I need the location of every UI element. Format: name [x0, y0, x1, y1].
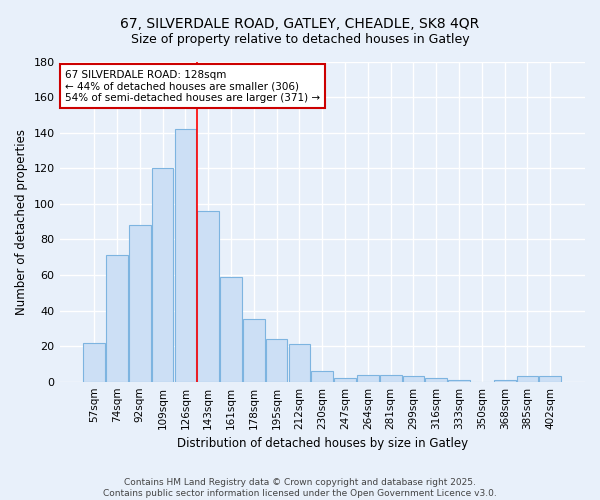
Bar — [266, 339, 287, 382]
Bar — [380, 374, 401, 382]
Bar — [220, 276, 242, 382]
Bar — [494, 380, 515, 382]
Bar — [129, 225, 151, 382]
Bar — [334, 378, 356, 382]
Text: Size of property relative to detached houses in Gatley: Size of property relative to detached ho… — [131, 32, 469, 46]
Bar — [197, 211, 219, 382]
Bar — [106, 256, 128, 382]
Bar — [357, 374, 379, 382]
Text: 67 SILVERDALE ROAD: 128sqm
← 44% of detached houses are smaller (306)
54% of sem: 67 SILVERDALE ROAD: 128sqm ← 44% of deta… — [65, 70, 320, 102]
Bar — [539, 376, 561, 382]
Bar — [448, 380, 470, 382]
Bar — [517, 376, 538, 382]
Bar — [152, 168, 173, 382]
Y-axis label: Number of detached properties: Number of detached properties — [15, 128, 28, 314]
Bar — [289, 344, 310, 382]
X-axis label: Distribution of detached houses by size in Gatley: Distribution of detached houses by size … — [177, 437, 468, 450]
Bar — [311, 371, 333, 382]
Text: Contains HM Land Registry data © Crown copyright and database right 2025.
Contai: Contains HM Land Registry data © Crown c… — [103, 478, 497, 498]
Bar — [243, 320, 265, 382]
Text: 67, SILVERDALE ROAD, GATLEY, CHEADLE, SK8 4QR: 67, SILVERDALE ROAD, GATLEY, CHEADLE, SK… — [121, 18, 479, 32]
Bar — [83, 342, 105, 382]
Bar — [175, 129, 196, 382]
Bar — [425, 378, 447, 382]
Bar — [403, 376, 424, 382]
